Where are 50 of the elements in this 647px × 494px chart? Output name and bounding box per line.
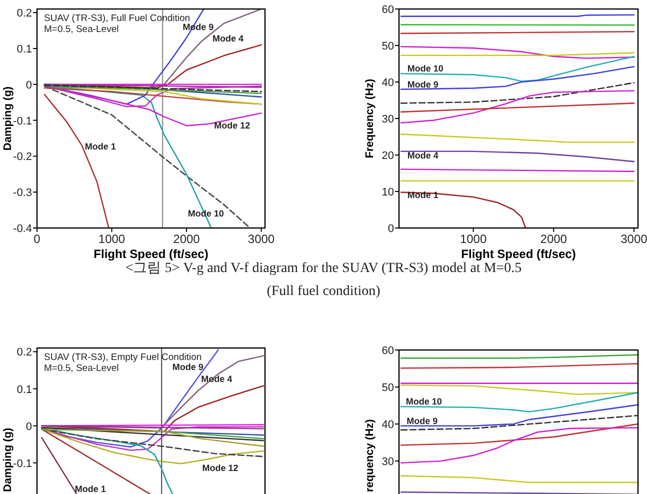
x-tick-label: 3000 — [620, 232, 647, 246]
y-tick-label: 30 — [382, 456, 394, 468]
x-tick-label: 1000 — [460, 232, 487, 246]
y-tick-label: -0.1 — [13, 458, 32, 470]
x-tick-label: 2000 — [540, 232, 568, 246]
y-tick-label: 20 — [382, 150, 394, 162]
annotation: Mode 9 — [172, 362, 204, 372]
annotation: Mode 12 — [214, 120, 250, 131]
y-tick-label: 10 — [382, 186, 394, 198]
annotation: SUAV (TR-S3), Empty Fuel Condition — [44, 352, 202, 363]
y-tick-label: 40 — [382, 419, 394, 431]
annotation: Mode 9 — [407, 80, 438, 90]
annotation: Mode 10 — [406, 396, 442, 407]
y-tick-label: 0 — [26, 79, 32, 92]
y-axis-title: Frequency (Hz) — [364, 78, 376, 158]
y-tick-label: 40 — [382, 77, 394, 89]
y-tick-label: 60 — [382, 4, 394, 16]
annotation: Mode 1 — [84, 142, 116, 152]
y-tick-label: 30 — [382, 114, 394, 126]
y-tick-label: 0.1 — [16, 43, 32, 56]
y-tick-label: 0 — [26, 420, 32, 433]
y-tick-label: 0.1 — [16, 384, 32, 396]
annotation: Mode 4 — [212, 33, 244, 44]
annotation: Mode 4 — [407, 150, 438, 160]
y-tick-label: -0.1 — [13, 115, 32, 128]
y-tick-label: 50 — [382, 382, 394, 394]
annotation: M=0.5, Sea-Level — [44, 24, 119, 35]
x-tick-label: 2000 — [173, 232, 200, 246]
y-axis-title: Damping (g) — [2, 428, 14, 492]
y-tick-label: -0.3 — [13, 187, 32, 200]
annotation: M=0.5, Sea-Level — [44, 363, 119, 374]
y-tick-label: 50 — [382, 40, 394, 52]
annotation: Mode 10 — [407, 64, 444, 74]
y-axis-title: requency (Hz) — [364, 418, 376, 492]
y-axis-title: Damping (g) — [2, 86, 14, 151]
y-tick-label: -0.4 — [13, 223, 32, 235]
text: <그림 5> V-g and V-f diagram for the SUAV (TR-S3) model at M=0.5 — [125, 261, 522, 276]
x-tick-label: 3000 — [248, 232, 275, 246]
y-tick-label: 0.2 — [16, 8, 32, 20]
x-tick-label: 1000 — [98, 232, 126, 246]
annotation: Mode 1 — [74, 484, 106, 494]
x-axis-title: Flight Speed (ft/sec) — [94, 247, 208, 261]
y-tick-label: 60 — [382, 345, 394, 357]
annotation: Mode 9 — [406, 416, 438, 426]
y-tick-label: 0.2 — [16, 346, 32, 359]
y-tick-label: -0.2 — [13, 151, 32, 164]
annotation: Mode 12 — [202, 462, 238, 473]
text: (Full fuel condition) — [266, 284, 381, 299]
x-axis-title: Flight Speed (ft/sec) — [461, 247, 576, 261]
y-tick-label: 0 — [388, 223, 394, 235]
